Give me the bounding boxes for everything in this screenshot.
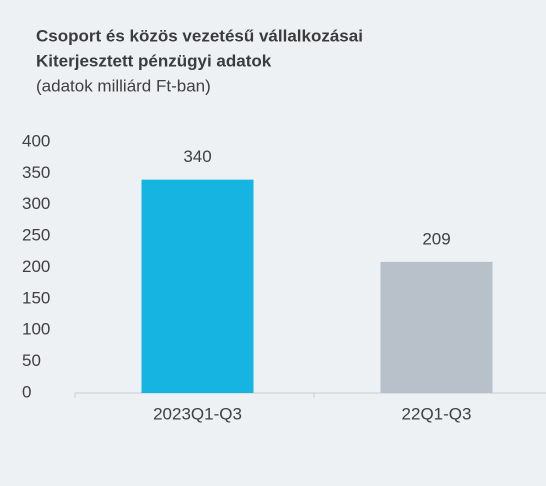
bar [141,179,254,393]
y-tick-label: 250 [22,226,50,245]
chart-subtitle: (adatok milliárd Ft-ban) [36,76,211,95]
y-tick-label: 400 [22,131,50,150]
y-tick-label: 350 [22,163,50,182]
y-tick-label: 200 [22,257,50,276]
chart-title: Kiterjesztett pénzügyi adatok [36,51,272,70]
value-label: 340 [183,147,211,166]
chart-title: Csoport és közös vezetésű vállalkozásai [36,26,363,45]
x-tick-label: 22Q1-Q3 [402,404,472,423]
x-tick-label: 2023Q1-Q3 [153,404,242,423]
bar [380,261,493,393]
y-tick-label: 0 [22,382,31,401]
y-tick-label: 100 [22,320,50,339]
y-tick-label: 150 [22,288,50,307]
y-tick-label: 50 [22,351,41,370]
value-label: 209 [422,229,450,248]
y-tick-label: 300 [22,194,50,213]
